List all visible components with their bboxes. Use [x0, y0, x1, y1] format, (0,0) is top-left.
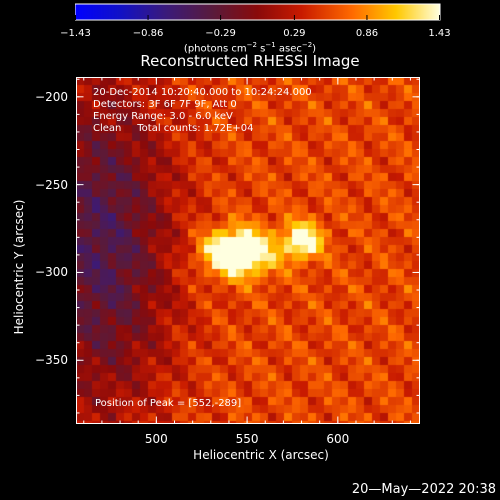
colorbar-tick-label: −0.86 — [132, 28, 164, 39]
y-tick-label: −250 — [35, 177, 68, 192]
x-tick-label: 500 — [144, 432, 168, 446]
colorbar-tick-label: −1.43 — [60, 28, 91, 39]
y-axis-label: Heliocentric Y (arcsec) — [12, 199, 26, 335]
info-clean-counts: Clean Total counts: 1.72E+04 — [93, 123, 254, 134]
info-energy-range: Energy Range: 3.0 - 6.0 keV — [93, 111, 233, 122]
x-tick-label: 550 — [235, 432, 259, 446]
x-tick-label: 600 — [326, 432, 350, 446]
footer-date: 20—May—2022 20:38 — [351, 482, 496, 497]
y-tick-label: −300 — [35, 265, 68, 280]
colorbar-tick-label: 1.43 — [428, 28, 451, 39]
chart-title: Reconstructed RHESSI Image — [140, 52, 360, 70]
heatmap-image — [76, 77, 419, 423]
info-time-range: 20-Dec-2014 10:20:40.000 to 10:24:24.000 — [93, 87, 312, 98]
colorbar-tick-label: 0.86 — [355, 28, 379, 39]
colorbar-tick-label: 0.29 — [283, 28, 306, 39]
colorbar — [75, 3, 441, 21]
x-axis-label: Heliocentric X (arcsec) — [193, 448, 329, 462]
y-tick-label: −200 — [35, 89, 68, 104]
y-tick-label: −350 — [35, 353, 68, 368]
peak-position-text: Position of Peak = [552,-289] — [95, 398, 242, 409]
info-detectors: Detectors: 3F 6F 7F 9F, Att 0 — [93, 99, 237, 110]
colorbar-tick-label: −0.29 — [205, 28, 236, 39]
colorbar-units: (photons cm−2 s−1 asec−2) — [183, 41, 317, 55]
